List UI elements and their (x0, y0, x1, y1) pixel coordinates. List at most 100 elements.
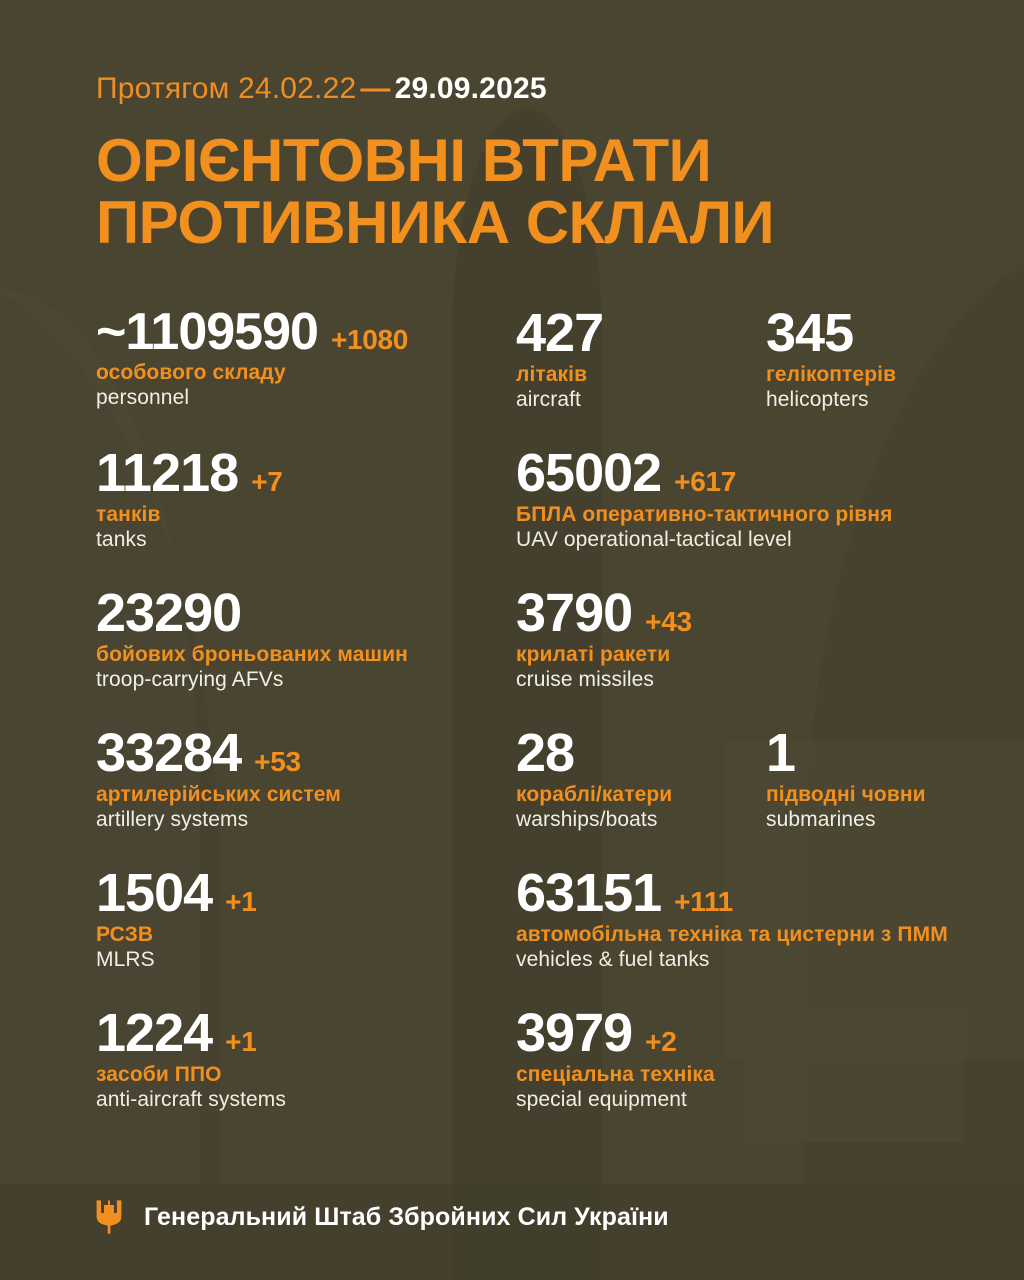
stat-aircraft-label-ua: літаків (516, 362, 588, 386)
stat-cruise-missiles-delta: +43 (645, 605, 692, 637)
stat-helicopters-value: 345 (766, 302, 854, 363)
stat-submarines-numbers: 1 (766, 722, 976, 783)
page-title-line-2: ПРОТИВНИКА СКЛАЛИ (96, 188, 775, 256)
stat-aircraft-label-en: aircraft (516, 387, 581, 411)
stat-aircraft: 427 літаків aircraft (516, 302, 766, 412)
stat-mlrs: 1504 +1 РСЗВ MLRS (96, 862, 516, 972)
footer-organization: Генеральний Штаб Збройних Сил України (144, 1202, 669, 1231)
stat-warships-label-ua: кораблі/катери (516, 782, 673, 806)
stat-mlrs-delta: +1 (225, 885, 257, 917)
stat-submarines: 1 підводні човни submarines (766, 722, 976, 832)
stat-uav-label-ua: БПЛА оперативно-тактичного рівня (516, 502, 893, 526)
stat-artillery-delta: +53 (254, 745, 301, 777)
stat-uav: 65002 +617 БПЛА оперативно-тактичного рі… (516, 442, 976, 552)
stat-anti-aircraft-label-ua: засоби ППО (96, 1063, 222, 1087)
stat-warships: 28 кораблі/катери warships/boats (516, 722, 766, 832)
stat-afv: 23290 бойових броньованих машин troop-ca… (96, 582, 516, 692)
stat-artillery-value: 33284 (96, 722, 242, 783)
stat-cruise-missiles: 3790 +43 крилаті ракети cruise missiles (516, 582, 976, 692)
stat-mlrs-value: 1504 (96, 862, 213, 923)
stat-cruise-missiles-label-en: cruise missiles (516, 667, 655, 691)
stat-personnel: ~1109590 +1080 особового складу personne… (96, 302, 516, 410)
stat-submarines-label-en: submarines (766, 807, 876, 831)
stat-tanks-delta: +7 (251, 465, 283, 497)
stat-special-equipment-delta: +2 (645, 1025, 677, 1057)
stat-personnel-value: ~1109590 (96, 302, 319, 361)
stats-row: 33284 +53 артилерійських систем artiller… (96, 722, 976, 832)
page-title: ОРІЄНТОВНІ ВТРАТИ ПРОТИВНИКА СКЛАЛИ (96, 130, 1024, 254)
stat-tanks-numbers: 11218 +7 (96, 442, 516, 503)
stat-vehicles: 63151 +111 автомобільна техніка та цисте… (516, 862, 976, 972)
stat-warships-value: 28 (516, 722, 575, 783)
content: Протягом 24.02.22—29.09.2025 ОРІЄНТОВНІ … (96, 0, 1024, 1112)
tryzub-icon (96, 1200, 122, 1234)
stat-afv-label-en: troop-carrying AFVs (96, 667, 284, 691)
stat-uav-value: 65002 (516, 442, 662, 503)
stat-mlrs-label-ua: РСЗВ (96, 922, 154, 946)
row-spacer (96, 552, 976, 586)
stat-special-equipment-label-ua: спеціальна техніка (516, 1063, 715, 1087)
stat-tanks-value: 11218 (96, 442, 239, 503)
stat-afv-numbers: 23290 (96, 582, 516, 643)
stat-warships-numbers: 28 (516, 722, 766, 783)
stat-personnel-numbers: ~1109590 +1080 (96, 302, 516, 361)
stats-row: 11218 +7 танків tanks 65002 +617 БПЛА оп… (96, 442, 976, 552)
stat-vehicles-label-en: vehicles & fuel tanks (516, 947, 710, 971)
stat-special-equipment: 3979 +2 спеціальна техніка special equip… (516, 1002, 976, 1112)
stat-anti-aircraft-label-en: anti-aircraft systems (96, 1088, 286, 1112)
stats-row: 1504 +1 РСЗВ MLRS 63151 +111 автомобільн… (96, 862, 976, 972)
stat-vehicles-label-ua: автомобільна техніка та цистерни з ПММ (516, 922, 948, 946)
stat-anti-aircraft: 1224 +1 засоби ППО anti-aircraft systems (96, 1002, 516, 1112)
stat-personnel-label-en: personnel (96, 385, 190, 409)
stats-row: ~1109590 +1080 особового складу personne… (96, 302, 976, 412)
stat-helicopters-label-en: helicopters (766, 387, 869, 411)
stat-submarines-value: 1 (766, 722, 796, 783)
stat-special-equipment-numbers: 3979 +2 (516, 1002, 976, 1063)
stat-cruise-missiles-numbers: 3790 +43 (516, 582, 976, 643)
stat-cruise-missiles-label-ua: крилаті ракети (516, 642, 671, 666)
stat-afv-value: 23290 (96, 582, 242, 643)
stat-vehicles-numbers: 63151 +111 (516, 862, 976, 923)
stat-uav-label-en: UAV operational-tactical level (516, 527, 792, 551)
page-title-line-1: ОРІЄНТОВНІ ВТРАТИ (96, 127, 712, 194)
stats-row: 1224 +1 засоби ППО anti-aircraft systems… (96, 1002, 976, 1112)
stats-grid: ~1109590 +1080 особового складу personne… (96, 302, 976, 1112)
row-spacer (96, 412, 976, 446)
stat-anti-aircraft-value: 1224 (96, 1002, 213, 1063)
stat-artillery-numbers: 33284 +53 (96, 722, 516, 783)
stat-helicopters: 345 гелікоптерів helicopters (766, 302, 976, 412)
stat-aircraft-value: 427 (516, 302, 604, 363)
stat-personnel-delta: +1080 (330, 323, 409, 355)
stat-uav-delta: +617 (674, 465, 737, 497)
stat-aircraft-numbers: 427 (516, 302, 766, 363)
stat-helicopters-numbers: 345 (766, 302, 976, 363)
stats-row: 23290 бойових броньованих машин troop-ca… (96, 582, 976, 692)
stat-artillery: 33284 +53 артилерійських систем artiller… (96, 722, 516, 832)
stat-vehicles-delta: +111 (674, 885, 733, 917)
stat-uav-numbers: 65002 +617 (516, 442, 976, 503)
stat-artillery-label-ua: артилерійських систем (96, 782, 341, 806)
stat-warships-label-en: warships/boats (516, 807, 658, 831)
stat-tanks-label-ua: танків (96, 502, 161, 526)
stat-cruise-missiles-value: 3790 (516, 582, 633, 643)
row-spacer (96, 692, 976, 726)
period-dash: — (360, 72, 391, 105)
footer: Генеральний Штаб Збройних Сил України (96, 1200, 669, 1234)
period-date: 29.09.2025 (394, 72, 547, 105)
stat-anti-aircraft-delta: +1 (225, 1025, 257, 1057)
stat-submarines-label-ua: підводні човни (766, 782, 926, 806)
stat-mlrs-numbers: 1504 +1 (96, 862, 516, 923)
stat-special-equipment-label-en: special equipment (516, 1088, 687, 1112)
row-spacer (96, 972, 976, 1006)
stat-vehicles-value: 63151 (516, 862, 662, 923)
period-start: Протягом 24.02.22 (96, 72, 357, 105)
period-line: Протягом 24.02.22—29.09.2025 (96, 0, 1024, 106)
stat-special-equipment-value: 3979 (516, 1002, 633, 1063)
stat-helicopters-label-ua: гелікоптерів (766, 362, 897, 386)
stat-afv-label-ua: бойових броньованих машин (96, 642, 408, 666)
row-spacer (96, 832, 976, 866)
stat-mlrs-label-en: MLRS (96, 947, 155, 971)
stat-tanks: 11218 +7 танків tanks (96, 442, 516, 552)
stat-tanks-label-en: tanks (96, 527, 147, 551)
